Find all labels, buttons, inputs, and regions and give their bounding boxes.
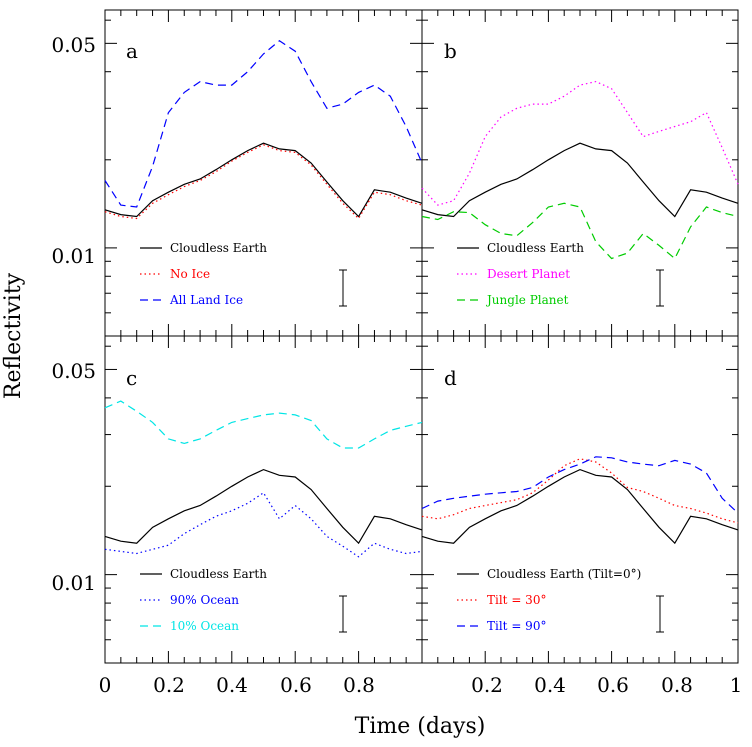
legend-label: 10% Ocean — [170, 619, 239, 633]
legend-label: All Land Ice — [169, 293, 243, 307]
series-line-a-2 — [104, 40, 423, 208]
x-tick-label: 0.6 — [597, 673, 629, 697]
series-line-c-1 — [104, 491, 423, 558]
series-line-a-1 — [104, 144, 423, 220]
x-tick-label: 0.2 — [471, 673, 503, 697]
legend-label: Tilt = 90° — [487, 619, 546, 633]
legend-label: Cloudless Earth — [487, 241, 584, 255]
x-tick-label: 0.4 — [534, 673, 566, 697]
panel-label-a: a — [126, 39, 138, 63]
legend-label: Cloudless Earth (Tilt=0°) — [487, 567, 641, 581]
legend-label: Jungle Planet — [485, 293, 569, 307]
x-tick-label: 1 — [730, 673, 743, 697]
series-line-b-2 — [421, 202, 739, 260]
legend-label: Cloudless Earth — [170, 567, 267, 581]
x-tick-label: 0.2 — [153, 673, 185, 697]
panel-label-d: d — [444, 366, 457, 390]
series-line-d-0 — [421, 468, 739, 545]
x-tick-label: 0.6 — [280, 673, 312, 697]
y-axis-label: Reflectivity — [1, 272, 26, 399]
legend-label: No Ice — [170, 267, 210, 281]
series-line-d-2 — [421, 456, 739, 514]
legend-label: Cloudless Earth — [170, 241, 267, 255]
series-line-d-1 — [421, 458, 739, 524]
series-line-a-0 — [104, 142, 423, 218]
x-axis-label: Time (days) — [355, 714, 486, 739]
x-tick-label: 0.8 — [661, 673, 693, 697]
y-tick-label: 0.01 — [51, 244, 96, 268]
x-tick-label: 0.8 — [343, 673, 375, 697]
y-tick-label: 0.05 — [51, 359, 96, 383]
legend-label: Desert Planet — [487, 267, 570, 281]
x-tick-label: 0.4 — [216, 673, 248, 697]
y-tick-label: 0.01 — [51, 571, 96, 595]
series-line-c-0 — [104, 468, 423, 545]
panel-label-b: b — [444, 39, 457, 63]
y-tick-label: 0.05 — [51, 33, 96, 57]
panel-label-c: c — [126, 366, 137, 390]
series-line-b-0 — [421, 142, 739, 218]
x-tick-label: 0 — [99, 673, 112, 697]
legend-label: 90% Ocean — [170, 593, 239, 607]
legend-label: Tilt = 30° — [487, 593, 546, 607]
